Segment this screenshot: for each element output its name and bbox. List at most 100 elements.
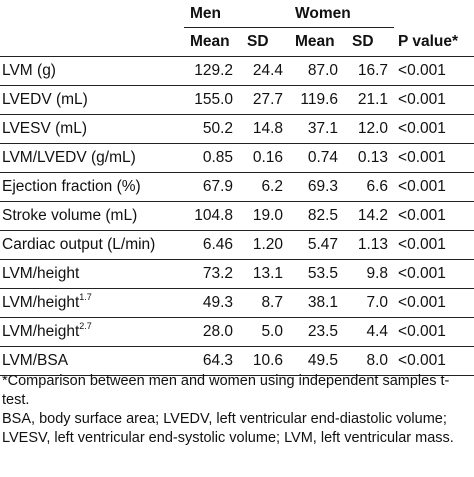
women-sd-cell: 9.8 [344,259,395,289]
women-sd-cell: 6.6 [344,172,395,202]
men-sd-cell: 1.20 [239,230,289,260]
row-label-exponent: 1.7 [79,292,92,302]
p-value-cell: <0.001 [394,201,474,231]
men-mean-cell: 73.2 [184,259,239,289]
women-mean-cell: 69.3 [289,172,344,202]
row-label: LVESV (mL) [0,114,184,144]
row-label: Stroke volume (mL) [0,201,184,231]
women-sd-cell: 21.1 [344,85,395,115]
row-label-text: LVM/BSA [2,352,69,369]
women-mean-cell: 82.5 [289,201,344,231]
row-label: LVM/height1.7 [0,288,184,318]
women-sd-cell: 0.13 [344,143,395,173]
men-sd-cell: 10.6 [239,346,289,376]
table-footnotes: *Comparison between men and women using … [2,372,470,448]
table-row: Cardiac output (L/min) 6.46 1.20 5.47 1.13 <0… [0,230,474,260]
table-row: LVM/height1.7 49.3 8.7 38.1 7.0 <0.001 [0,288,474,318]
men-mean-cell: 104.8 [184,201,239,231]
table-row: LVM/height2.7 28.0 5.0 23.5 4.4 <0.001 [0,317,474,347]
women-sd-cell: 16.7 [344,56,395,86]
row-label-text: LVM/height [2,294,80,311]
men-sd-cell: 6.2 [239,172,289,202]
men-group-header: Men [184,0,289,28]
men-sd-cell: 5.0 [239,317,289,347]
row-label: LVM/LVEDV (g/mL) [0,143,184,173]
table-row: LVM/LVEDV (g/mL) 0.85 0.16 0.74 0.13 <0.001 [0,143,474,173]
women-sd-header: SD [344,27,395,57]
table-row: Ejection fraction (%) 67.9 6.2 69.3 6.6 <0.00… [0,172,474,202]
table-body: LVM (g) 129.2 24.4 87.0 16.7 <0.001 LVEDV (mL)… [0,56,474,376]
table-row: LVM/BSA 64.3 10.6 49.5 8.0 <0.001 [0,346,474,376]
p-value-cell: <0.001 [394,143,474,173]
comparison-footnote: *Comparison between men and women using … [2,373,450,408]
p-value-cell: <0.001 [394,56,474,86]
men-mean-cell: 6.46 [184,230,239,260]
women-sd-cell: 12.0 [344,114,395,144]
row-label-text: LVM/height [2,265,80,282]
row-label: LVEDV (mL) [0,85,184,115]
women-mean-cell: 119.6 [289,85,344,115]
women-mean-cell: 49.5 [289,346,344,376]
men-sd-cell: 0.16 [239,143,289,173]
women-group-header: Women [289,0,395,28]
row-label-text: Stroke volume (mL) [2,207,138,224]
blank-subheader-cell [0,27,184,57]
blank-header-cell [394,0,474,28]
men-mean-cell: 129.2 [184,56,239,86]
women-sd-cell: 4.4 [344,317,395,347]
women-mean-cell: 5.47 [289,230,344,260]
row-label: Cardiac output (L/min) [0,230,184,260]
p-value-cell: <0.001 [394,346,474,376]
abbreviations-footnote: BSA, body surface area; LVEDV, left vent… [2,411,454,446]
men-sd-cell: 24.4 [239,56,289,86]
p-value-cell: <0.001 [394,85,474,115]
men-sd-cell: 14.8 [239,114,289,144]
row-label-text: LVM (g) [2,62,56,79]
table-row: LVM (g) 129.2 24.4 87.0 16.7 <0.001 [0,56,474,86]
p-value-cell: <0.001 [394,230,474,260]
p-value-cell: <0.001 [394,288,474,318]
men-sd-cell: 19.0 [239,201,289,231]
women-mean-cell: 87.0 [289,56,344,86]
men-mean-cell: 155.0 [184,85,239,115]
table-header: Men Women Mean SD Mean SD P value* [0,0,474,57]
men-sd-header: SD [239,27,289,57]
group-header-row: Men Women [0,0,474,28]
row-label-text: Cardiac output (L/min) [2,236,156,253]
men-mean-cell: 49.3 [184,288,239,318]
men-mean-cell: 64.3 [184,346,239,376]
p-value-header: P value* [394,27,474,57]
men-sd-cell: 8.7 [239,288,289,318]
men-mean-cell: 50.2 [184,114,239,144]
table-row: LVESV (mL) 50.2 14.8 37.1 12.0 <0.001 [0,114,474,144]
row-label: LVM/BSA [0,346,184,376]
table-row: LVEDV (mL) 155.0 27.7 119.6 21.1 <0.001 [0,85,474,115]
row-label-exponent: 2.7 [79,321,92,331]
women-mean-cell: 23.5 [289,317,344,347]
p-value-cell: <0.001 [394,259,474,289]
women-sd-cell: 8.0 [344,346,395,376]
table-row: Stroke volume (mL) 104.8 19.0 82.5 14.2 <0.00… [0,201,474,231]
row-label-text: LVEDV (mL) [2,91,88,108]
row-label: LVM/height2.7 [0,317,184,347]
row-label-text: LVM/height [2,323,80,340]
men-mean-cell: 28.0 [184,317,239,347]
women-sd-cell: 14.2 [344,201,395,231]
p-value-cell: <0.001 [394,172,474,202]
women-sd-cell: 7.0 [344,288,395,318]
men-mean-cell: 0.85 [184,143,239,173]
row-label: LVM (g) [0,56,184,86]
row-label-text: Ejection fraction (%) [2,178,141,195]
men-sd-cell: 13.1 [239,259,289,289]
blank-header-cell [0,0,184,28]
women-mean-cell: 38.1 [289,288,344,318]
table-row: LVM/height 73.2 13.1 53.5 9.8 <0.001 [0,259,474,289]
row-label-text: LVM/LVEDV (g/mL) [2,149,136,166]
women-mean-header: Mean [289,27,344,57]
women-mean-cell: 37.1 [289,114,344,144]
p-value-cell: <0.001 [394,317,474,347]
men-mean-header: Mean [184,27,239,57]
p-value-cell: <0.001 [394,114,474,144]
column-header-row: Mean SD Mean SD P value* [0,27,474,57]
women-mean-cell: 0.74 [289,143,344,173]
